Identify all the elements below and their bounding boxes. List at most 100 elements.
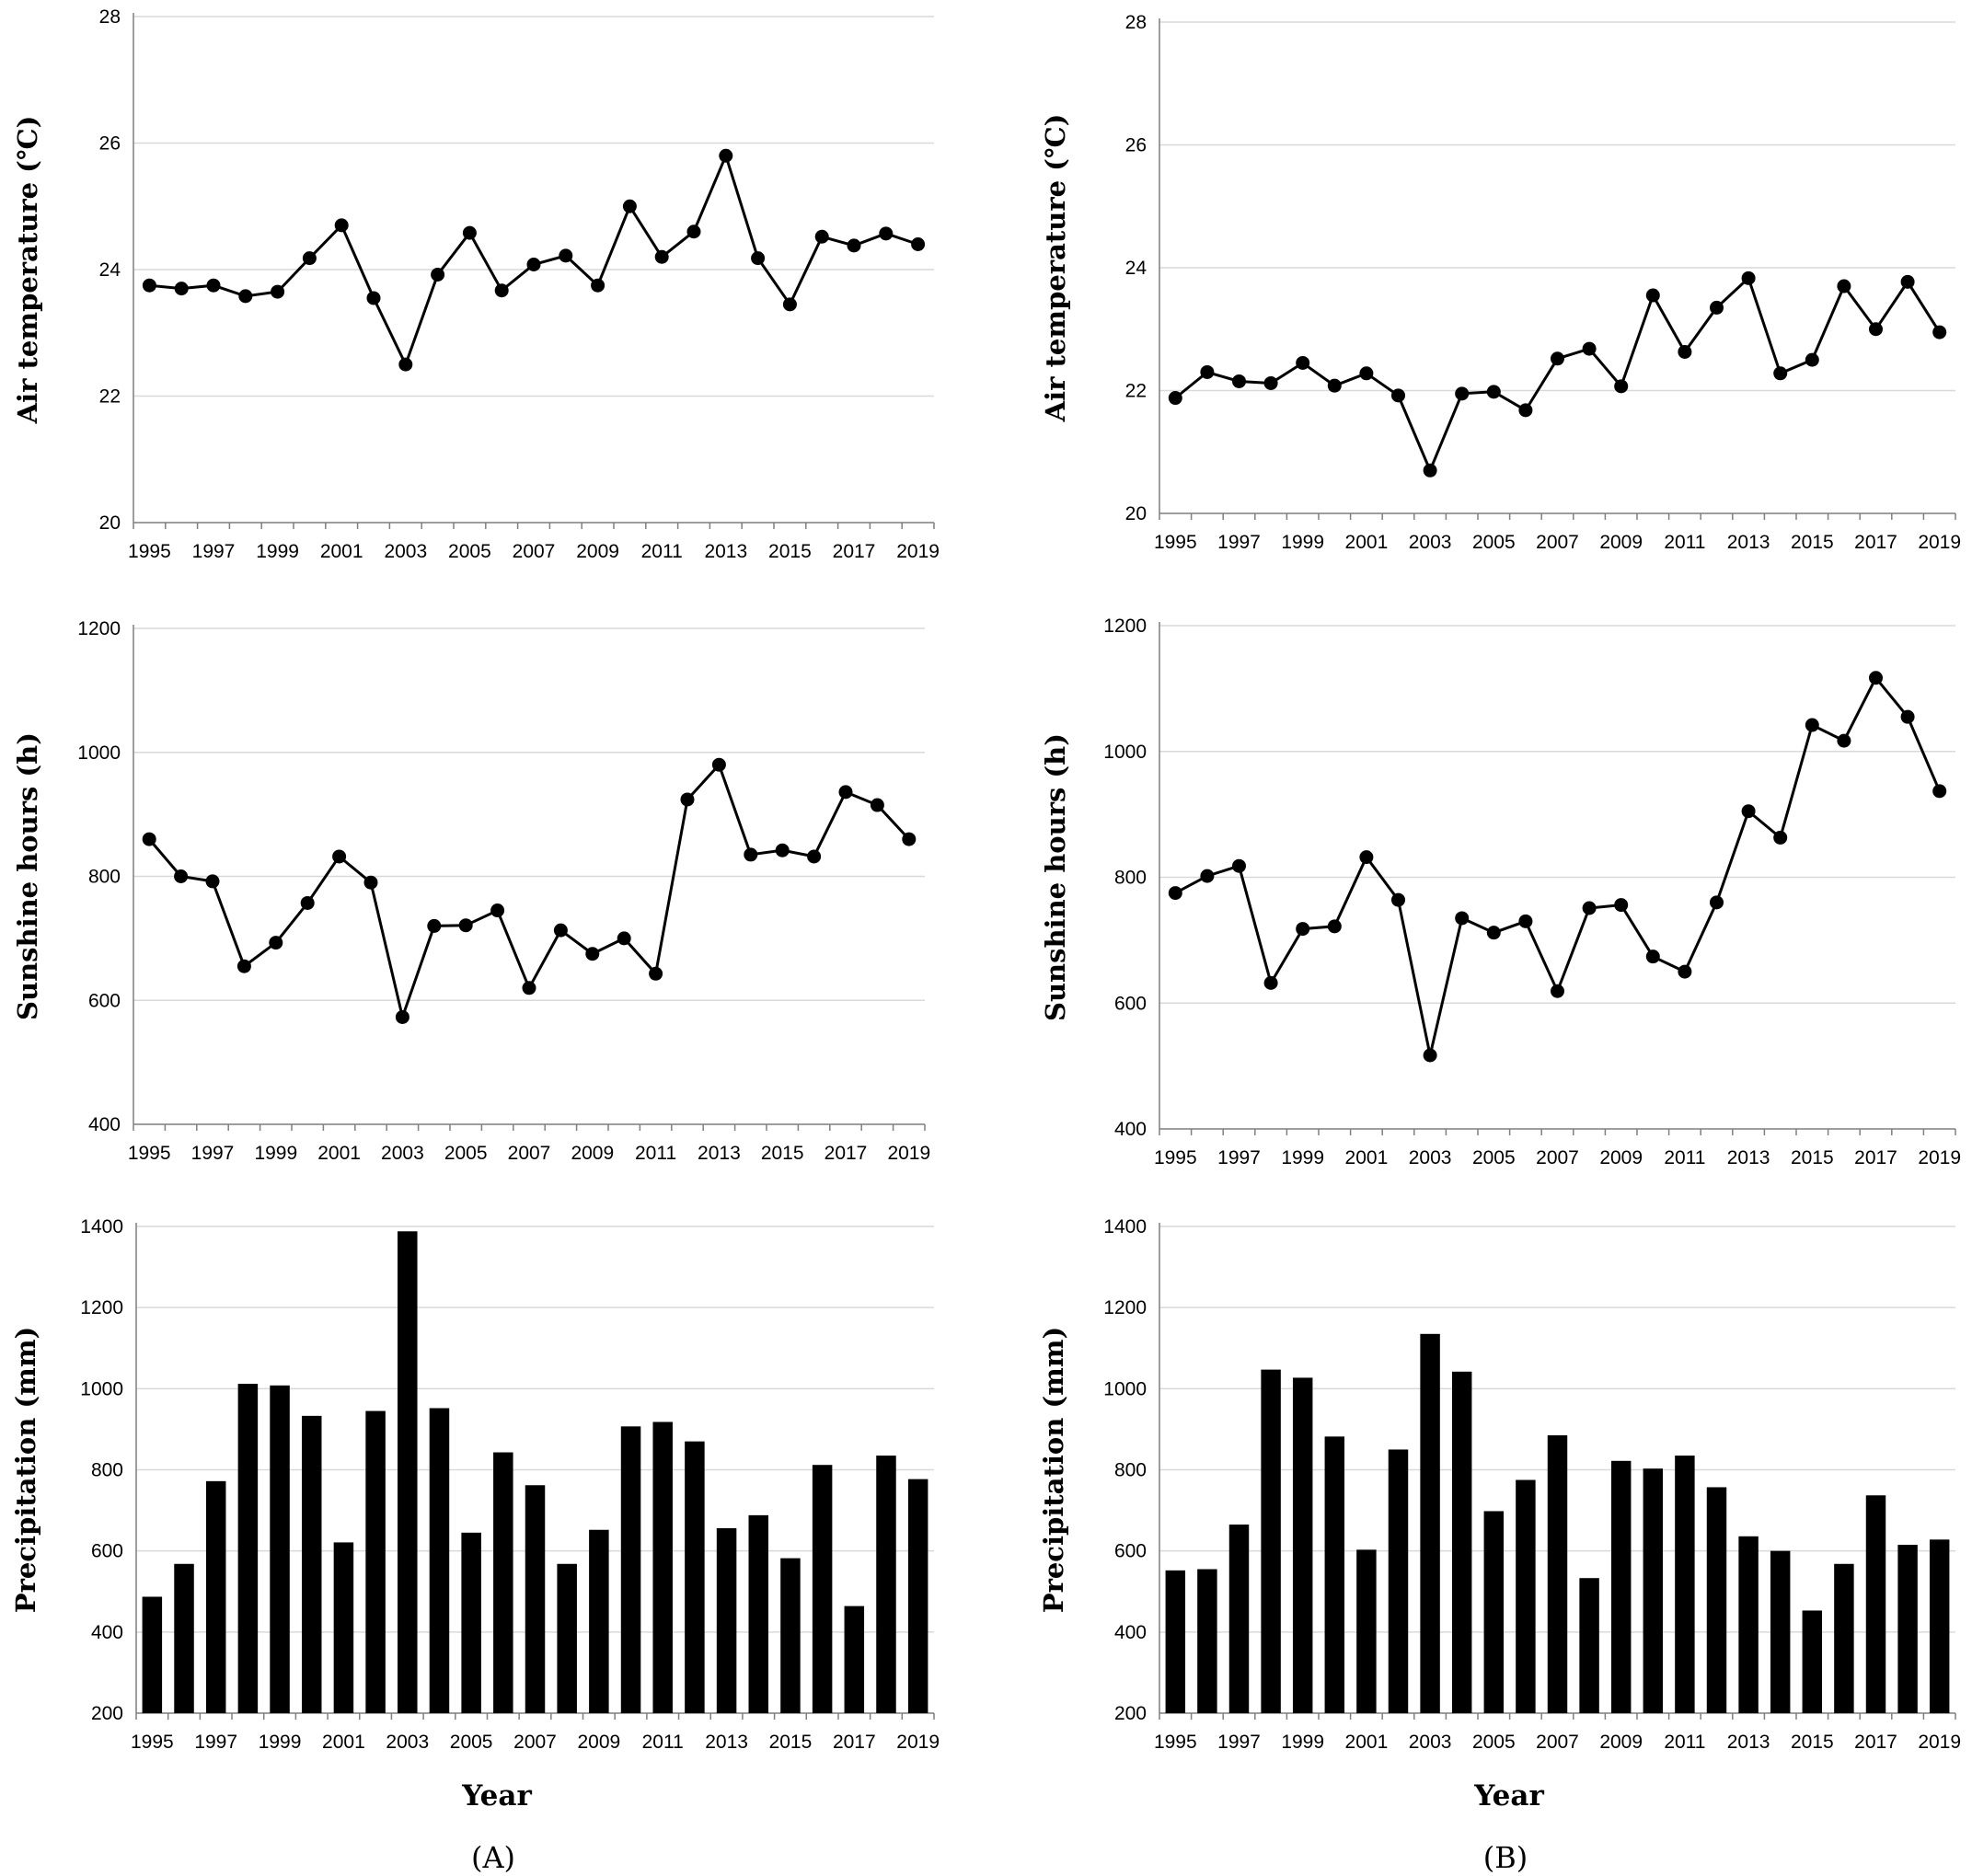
point-2014 — [744, 847, 758, 862]
bar-2002 — [365, 1410, 386, 1713]
x-tick-label: 2001 — [322, 1732, 365, 1753]
y-tick-label: 600 — [1114, 1541, 1147, 1562]
x-tick-label: 2007 — [1536, 532, 1579, 553]
x-tick-label: 2017 — [833, 541, 876, 562]
point-2012 — [1710, 895, 1724, 910]
bar-2003 — [398, 1231, 418, 1713]
bar-2009 — [589, 1529, 609, 1713]
x-tick-label: 1995 — [131, 1732, 174, 1753]
bar-2004 — [429, 1408, 450, 1713]
point-2013 — [711, 757, 726, 772]
point-2008 — [1582, 901, 1597, 915]
point-1999 — [1296, 355, 1310, 370]
point-2011 — [1678, 344, 1692, 359]
bar-2008 — [557, 1563, 577, 1713]
x-tick-label: 2017 — [1854, 532, 1897, 553]
bar-2012 — [685, 1441, 705, 1713]
point-2014 — [1773, 366, 1788, 381]
x-tick-label: 2009 — [1599, 532, 1643, 553]
x-tick-label: 2009 — [571, 1143, 614, 1164]
y-tick-label: 1000 — [1103, 742, 1147, 763]
point-2013 — [1741, 270, 1756, 285]
point-2011 — [654, 249, 669, 264]
bar-1999 — [1292, 1377, 1313, 1713]
point-2012 — [680, 792, 695, 807]
point-2013 — [1741, 804, 1756, 819]
y-tick-label: 26 — [1125, 135, 1147, 156]
x-tick-label: 1995 — [1154, 532, 1197, 553]
y-tick-label: 800 — [91, 1460, 123, 1481]
point-2009 — [1614, 898, 1629, 913]
point-2007 — [526, 258, 541, 271]
point-2010 — [622, 199, 637, 213]
y-axis-title: Air temperature (℃) — [12, 116, 43, 425]
y-axis-title: Air temperature (℃) — [1040, 114, 1071, 423]
x-tick-label: 1997 — [194, 1732, 237, 1753]
point-2019 — [911, 237, 926, 251]
y-axis-title: Sunshine hours (h) — [1040, 733, 1071, 1021]
point-2008 — [553, 923, 568, 938]
point-2006 — [1518, 914, 1533, 928]
y-tick-label: 1000 — [80, 1378, 123, 1399]
x-tick-label: 2007 — [513, 541, 556, 562]
x-tick-label: 1997 — [1217, 532, 1261, 553]
x-tick-label: 2005 — [1472, 1147, 1516, 1168]
point-2018 — [1900, 709, 1915, 724]
chart-6: 200 400 600 800 1000 1200 1400 1995 1997 1999 2001… — [1038, 1216, 1961, 1753]
x-tick-label: 2005 — [448, 541, 491, 562]
point-2006 — [494, 283, 509, 298]
point-2001 — [334, 218, 349, 233]
bar-2019 — [1929, 1539, 1950, 1713]
y-tick-label: 600 — [88, 990, 121, 1011]
x-tick-label: 2017 — [825, 1143, 868, 1164]
x-tick-label: 2011 — [635, 1143, 676, 1164]
x-tick-label: 1997 — [1217, 1732, 1261, 1753]
y-tick-label: 22 — [99, 386, 121, 408]
point-2010 — [1645, 950, 1660, 964]
bar-1995 — [1165, 1570, 1186, 1713]
x-tick-label: 2007 — [508, 1143, 551, 1164]
y-tick-label: 20 — [99, 512, 121, 534]
point-2019 — [1932, 784, 1947, 799]
y-tick-label: 1200 — [1103, 1297, 1147, 1318]
x-tick-label: 2019 — [1918, 1732, 1961, 1753]
x-tick-label: 2017 — [833, 1732, 876, 1753]
point-2002 — [1391, 892, 1405, 907]
y-tick-label: 1200 — [77, 618, 121, 639]
x-tick-label: 2013 — [1727, 1147, 1770, 1168]
point-1995 — [142, 278, 156, 293]
x-tick-label: 2019 — [896, 1732, 940, 1753]
x-tick-label: 1995 — [1154, 1147, 1197, 1168]
bar-2002 — [1388, 1449, 1409, 1713]
bar-1998 — [237, 1384, 259, 1713]
point-1998 — [1263, 375, 1278, 390]
y-tick-label: 400 — [88, 1114, 121, 1135]
y-tick-label: 800 — [1114, 868, 1147, 889]
bar-1995 — [142, 1596, 163, 1713]
x-tick-label: 2015 — [1791, 1732, 1834, 1753]
point-1998 — [238, 289, 253, 304]
x-tick-label: 2001 — [1345, 1147, 1389, 1168]
bar-1997 — [1228, 1525, 1250, 1713]
x-tick-label: 1997 — [1217, 1147, 1261, 1168]
point-1997 — [1232, 858, 1246, 873]
y-tick-label: 1400 — [1103, 1216, 1147, 1237]
point-2012 — [686, 224, 701, 239]
point-2002 — [1391, 388, 1405, 403]
x-tick-label: 2001 — [320, 541, 363, 562]
x-tick-label: 1995 — [128, 541, 171, 562]
x-tick-label: 2013 — [698, 1143, 741, 1164]
x-tick-label: 2015 — [769, 1732, 813, 1753]
point-2014 — [1773, 830, 1788, 845]
x-tick-label: 1995 — [128, 1143, 171, 1164]
point-2005 — [458, 918, 473, 933]
point-1997 — [206, 278, 221, 293]
point-2001 — [1359, 850, 1374, 865]
bar-2001 — [1356, 1549, 1377, 1713]
x-tick-label: 2011 — [641, 541, 683, 562]
bar-2010 — [620, 1426, 641, 1713]
bar-2015 — [1802, 1610, 1823, 1713]
point-2000 — [1327, 919, 1342, 934]
point-2004 — [431, 268, 445, 282]
